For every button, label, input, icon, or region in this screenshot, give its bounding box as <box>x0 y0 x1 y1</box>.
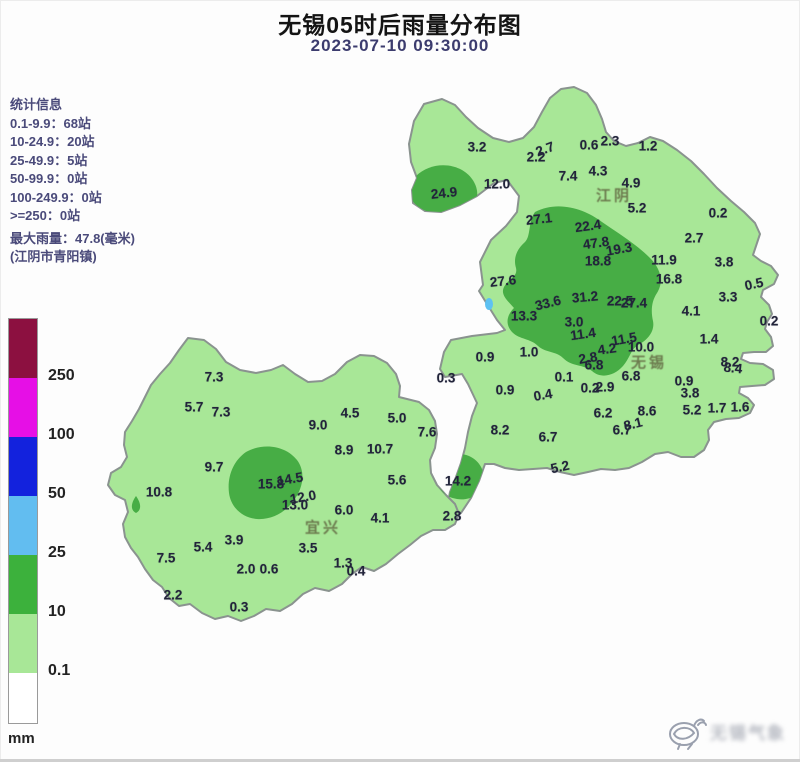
page-title: 无锡05时后雨量分布图 <box>278 12 522 38</box>
rain-patch-teardrop <box>131 496 141 513</box>
stats-max-rain: 最大雨量：47.8(毫米) <box>10 230 135 246</box>
watermark-logo-icon <box>669 718 707 750</box>
stats-line: 50-99.9：0站 <box>10 171 88 186</box>
legend-unit: mm <box>8 730 35 747</box>
legend-threshold-label: 25 <box>48 544 66 561</box>
legend-threshold-label: 10 <box>48 603 66 620</box>
bottom-frame-line <box>0 759 800 762</box>
legend-threshold-label: 250 <box>48 367 75 384</box>
rain-patch-yixing <box>228 446 303 520</box>
legend-threshold-label: 0.1 <box>48 662 71 679</box>
stats-line: >=250：0站 <box>10 208 81 223</box>
legend-segment <box>9 319 37 378</box>
legend-segment <box>9 437 37 496</box>
map-timestamp: 2023-07-10 09:30:00 <box>310 36 490 55</box>
legend-segment <box>9 555 37 614</box>
legend-segment <box>9 614 37 673</box>
watermark: 无锡气象 <box>658 705 788 755</box>
stats-heading: 统计信息 <box>10 97 63 112</box>
legend-segment <box>9 496 37 555</box>
stats-panel: 统计信息 0.1-9.9：68站 10-24.9：20站 25-49.9：5站 … <box>10 96 135 267</box>
legend-segment <box>9 673 37 723</box>
legend-segment <box>9 378 37 437</box>
legend-threshold-label: 100 <box>48 426 75 443</box>
stats-max-rain-town: (江阴市青阳镇) <box>10 249 97 264</box>
rain-patch-central <box>502 206 661 376</box>
stats-line: 25-49.9：5站 <box>10 152 88 168</box>
watermark-text: 无锡气象 <box>710 724 786 743</box>
legend-threshold-label: 50 <box>48 485 66 502</box>
rain-patch-northwest <box>409 165 478 214</box>
legend-color-bar <box>8 318 38 724</box>
stats-line: 0.1-9.9：68站 <box>10 115 91 131</box>
stats-line: 100-249.9：0站 <box>10 189 102 205</box>
stats-line: 10-24.9：20站 <box>10 134 95 149</box>
rain-spot-cyan <box>485 298 493 310</box>
